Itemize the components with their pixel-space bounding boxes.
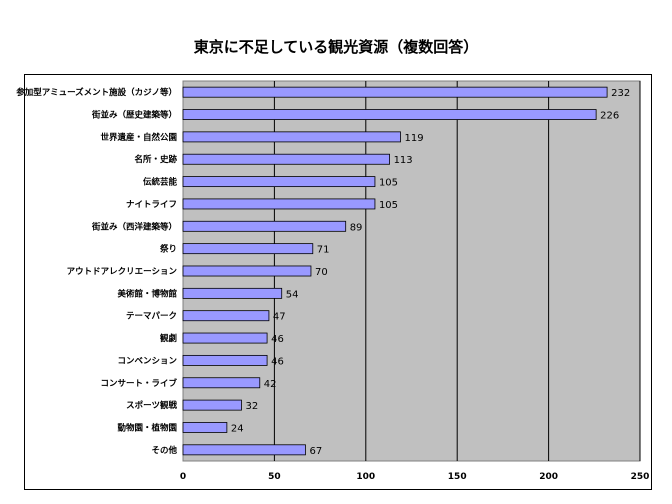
bar (182, 332, 268, 344)
bar (182, 354, 268, 366)
category-label: テーマパーク (126, 311, 177, 322)
value-label: 105 (379, 178, 398, 189)
bar (182, 176, 376, 188)
x-tick-label: 100 (356, 472, 375, 482)
x-tick-label: 0 (180, 472, 186, 482)
category-label: コンベンション (117, 356, 177, 366)
value-label: 71 (317, 245, 330, 256)
category-label: 祭り (159, 244, 177, 255)
category-label: 参加型アミューズメント施設（カジノ等） (16, 87, 177, 98)
value-label: 70 (315, 267, 328, 278)
category-label: 美術館・博物館 (117, 288, 177, 299)
category-label: 動物園・植物園 (117, 422, 177, 433)
bar (182, 422, 228, 433)
category-label: アウトドアレクリエーション (67, 266, 178, 277)
value-label: 46 (271, 356, 284, 367)
category-label: 街並み（西洋建築等） (91, 221, 177, 232)
value-label: 89 (350, 222, 363, 233)
category-label: コンサート・ライブ (100, 378, 177, 389)
value-label: 32 (245, 401, 258, 412)
category-labels: 参加型アミューズメント施設（カジノ等） 街並み（歴史建築等） 世界遺産・自然公園名所… (16, 87, 177, 456)
bar (182, 131, 401, 143)
grid-lines (273, 81, 641, 461)
value-label: 105 (379, 200, 398, 211)
value-label: 113 (394, 155, 413, 166)
bar (182, 86, 608, 98)
bar (182, 198, 376, 210)
value-label: 24 (231, 423, 244, 434)
bar (182, 287, 283, 299)
bar (182, 109, 597, 120)
category-label: その他 (151, 445, 177, 456)
chart-title: 東京に不足している観光資源（複数回答） (193, 38, 479, 56)
category-label: ナイトライフ (126, 200, 177, 210)
category-label: 街並み（歴史建築等） (91, 110, 177, 121)
value-label: 42 (264, 379, 277, 390)
x-tick-label: 250 (631, 472, 650, 482)
category-label: 名所・史跡 (134, 154, 177, 165)
value-label: 232 (611, 88, 630, 99)
value-label: 119 (405, 133, 424, 144)
value-label: 67 (309, 446, 322, 457)
value-label: 226 (600, 111, 619, 122)
category-label: 伝統芸能 (143, 177, 178, 188)
x-tick-label: 200 (539, 472, 558, 482)
value-label: 47 (273, 312, 286, 323)
value-label: 46 (271, 334, 284, 345)
bar (182, 153, 390, 165)
bar (182, 399, 242, 411)
category-label: スポーツ観戦 (126, 400, 177, 411)
category-label: 世界遺産・自然公園 (100, 132, 177, 143)
value-label: 54 (286, 289, 299, 300)
bar (182, 377, 261, 389)
bar (182, 265, 312, 277)
bar (182, 310, 270, 322)
bar (182, 243, 314, 255)
tick-labels: 0 50 100 150 200 250 (180, 472, 650, 482)
x-tick-label: 50 (268, 472, 281, 482)
category-label: 観劇 (160, 333, 177, 344)
bar (182, 220, 347, 232)
x-tick-label: 150 (448, 472, 467, 482)
bars (182, 86, 608, 456)
bar (182, 444, 306, 456)
